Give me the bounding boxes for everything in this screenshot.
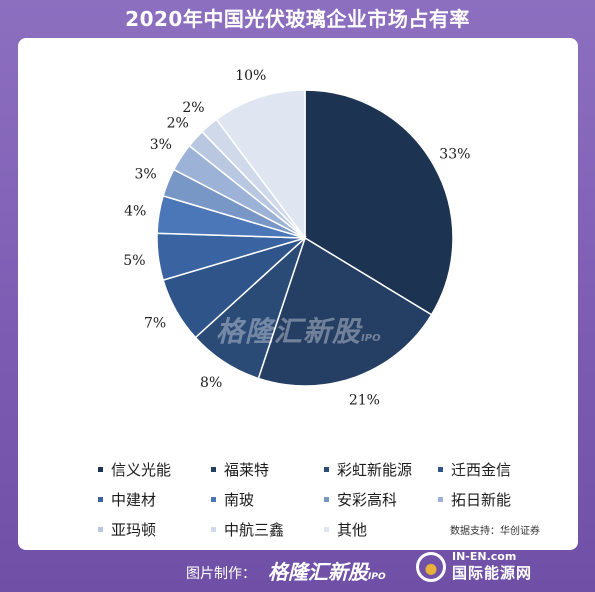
legend-swatch [324,466,329,472]
legend-swatch [211,526,216,532]
legend-label: 迁西金信 [451,460,512,479]
legend-label: 其他 [337,520,368,539]
legend-item: 中航三鑫 [211,516,284,542]
legend-label: 彩虹新能源 [337,460,413,479]
legend-swatch [98,496,103,502]
legend-swatch [438,466,443,472]
legend-label: 亚玛顿 [111,520,157,539]
pie-value-label: 8% [200,375,222,391]
legend-swatch [98,466,103,472]
pie-value-label: 10% [235,68,266,84]
legend-swatch [324,496,329,502]
legend-label: 拓日新能 [451,490,512,509]
legend-item: 亚玛顿 [98,516,156,542]
legend-label: 福莱特 [224,460,270,479]
legend-label: 中航三鑫 [224,520,285,539]
site-en: IN-EN.com [452,550,517,563]
legend-label: 中建材 [111,490,157,509]
pie-value-label: 2% [182,100,204,116]
pie-value-label: 2% [167,115,189,131]
chart-card: 33% 21% 8% 7% 5% 4% 3% 3% 2% 2% 10% 格隆汇新股IPO 信义光能福… [18,38,578,550]
legend-item: 中建材 [98,486,156,512]
legend-item: 安彩高科 [324,486,397,512]
site-cn: 国际能源网 [452,564,533,582]
legend-swatch [211,496,216,502]
legend-item: 信义光能 [98,456,171,482]
pie-value-label: 3% [134,166,156,182]
legend-swatch [438,496,443,502]
pie-value-label: 4% [124,204,146,220]
legend-item: 福莱特 [211,456,269,482]
legend-item: 彩虹新能源 [324,456,412,482]
pie-value-label: 33% [439,147,470,163]
legend-item: 其他 [324,516,367,542]
legend-label: 信义光能 [111,460,172,479]
chart-title: 2020年中国光伏玻璃企业市场占有率 [125,7,470,31]
legend-label: 南玻 [224,490,255,509]
pie-slice [304,89,454,316]
legend-item: 拓日新能 [438,486,511,512]
pie-chart: 33% 21% 8% 7% 5% 4% 3% 3% 2%2% 10% [123,68,470,409]
pie-value-label: 5% [123,253,145,269]
legend-swatch [211,466,216,472]
legend-label: 安彩高科 [337,490,398,509]
legend-swatch [324,526,329,532]
pie-value-label: 21% [349,392,380,408]
pie-value-label: 3% [150,137,172,153]
pie-slice [215,89,306,241]
data-source: 数据支持：华创证券 [450,526,540,537]
legend-swatch [98,526,103,532]
footer-site: IN-EN.com 国际能源网 [452,550,532,583]
pie-slice [257,236,433,387]
legend-item: 迁西金信 [438,456,511,482]
in-en-logo-icon [416,552,446,582]
footer-brand: 格隆汇新股IPO [268,560,386,584]
legend-item: 南玻 [211,486,254,512]
pie-value-label: 7% [144,315,166,331]
footer-label: 图片制作： [186,566,256,582]
